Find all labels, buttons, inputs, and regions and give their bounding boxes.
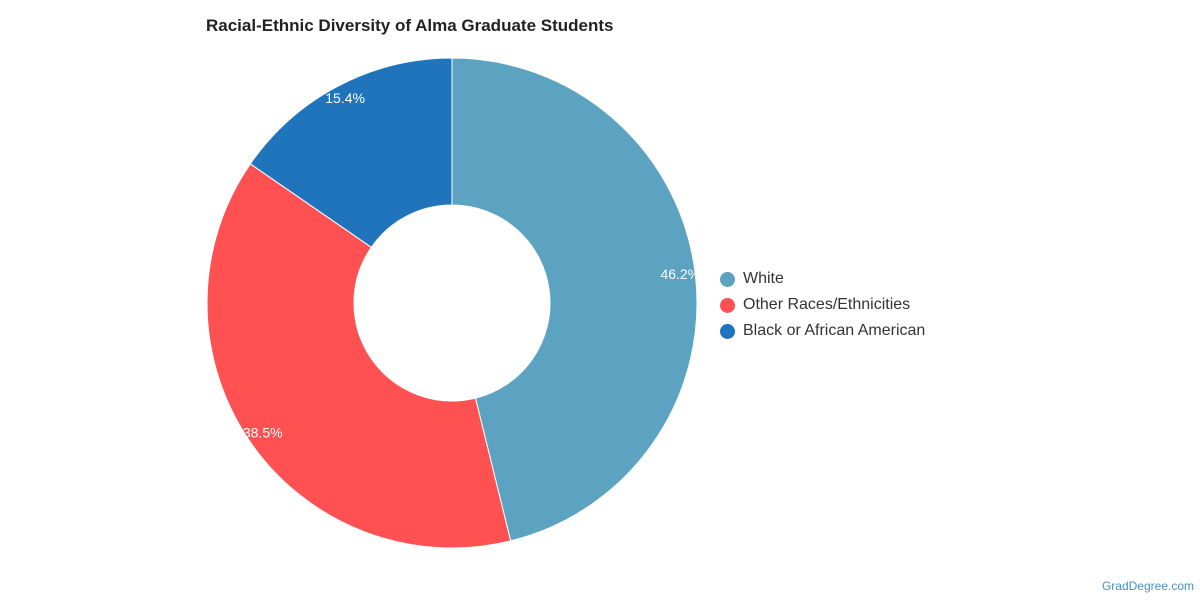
legend-label: White [743,270,784,287]
legend-swatch [720,297,735,313]
legend-item-white[interactable]: White [720,266,925,292]
slice-black-or-african-american [249,57,453,249]
legend-label: Black or African American [743,322,926,339]
legend-swatch [720,323,735,339]
credit-link[interactable]: GradDegree.com [1101,579,1194,593]
slice-other-races-ethnicities [206,163,512,549]
slice-label-white: 46.2% [660,266,700,282]
slice-white [451,57,698,542]
donut-slices [206,57,698,549]
slice-label-black-or-african-american: 15.4% [325,90,365,106]
legend: White Other Races/Ethnicities Black or Afr… [720,266,925,344]
legend-item-other-races-ethnicities[interactable]: Other Races/Ethnicities [720,292,925,318]
slice-label-other-races-ethnicities: 38.5% [243,424,283,440]
legend-item-black-or-african-american[interactable]: Black or African American [720,318,925,344]
legend-label: Other Races/Ethnicities [743,296,911,313]
slice-labels: 46.2% 38.5% 15.4% [243,90,700,440]
legend-swatch [720,271,735,287]
chart-title: Racial-Ethnic Diversity of Alma Graduate… [206,16,614,35]
